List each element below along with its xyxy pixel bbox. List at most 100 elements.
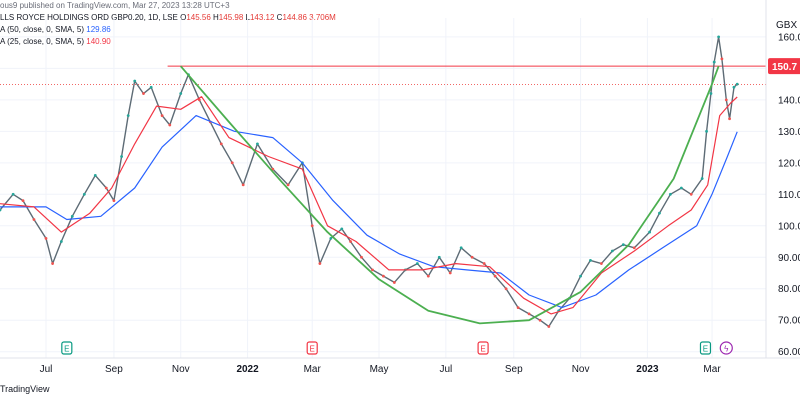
x-tick-label: Nov bbox=[172, 364, 190, 375]
tradingview-logo[interactable]: TradingView bbox=[0, 384, 50, 394]
price-point bbox=[610, 249, 614, 253]
chart-header: ous9 published on TradingView.com, Mar 2… bbox=[0, 0, 336, 48]
price-point bbox=[44, 236, 48, 240]
price-point bbox=[589, 259, 592, 262]
x-tick-label: Mar bbox=[703, 364, 721, 375]
x-tick-label: Sep bbox=[505, 364, 523, 375]
event-marker-label: E bbox=[703, 345, 708, 354]
x-tick-label: Mar bbox=[304, 364, 322, 375]
symbol-legend: LLS ROYCE HOLDINGS ORD GBP0.20, 1D, LSE … bbox=[0, 12, 336, 24]
price-point bbox=[720, 57, 724, 61]
open-label: O bbox=[180, 13, 187, 22]
x-tick-label: 2022 bbox=[236, 364, 259, 375]
price-point bbox=[340, 227, 344, 231]
price-point bbox=[527, 312, 531, 316]
price-point bbox=[104, 186, 108, 190]
price-point bbox=[241, 183, 245, 187]
price-point bbox=[547, 325, 551, 328]
price-point bbox=[160, 114, 164, 117]
price-line[interactable] bbox=[0, 36, 738, 328]
event-marker[interactable]: E bbox=[61, 341, 73, 355]
price-point bbox=[705, 129, 708, 133]
time-axis: Jul Sep Nov 2022 Mar May Jul Sep Nov 2023 Mar bbox=[0, 357, 800, 375]
price-point bbox=[0, 208, 2, 212]
earnings-icon bbox=[477, 341, 489, 355]
price-point bbox=[482, 262, 486, 265]
x-tick-label: May bbox=[370, 364, 389, 375]
price-point bbox=[371, 268, 374, 272]
price-point bbox=[426, 274, 430, 278]
price-point bbox=[230, 161, 234, 165]
price-point bbox=[632, 246, 636, 250]
price-point bbox=[310, 224, 314, 228]
cup-arc-line[interactable] bbox=[180, 65, 720, 325]
low-value: 143.12 bbox=[249, 13, 275, 22]
price-point bbox=[82, 192, 86, 196]
price-point bbox=[11, 192, 15, 196]
x-tick-label: Jul bbox=[439, 364, 452, 375]
currency-label: GBX bbox=[776, 20, 797, 31]
price-point bbox=[318, 262, 322, 265]
event-marker[interactable]: E bbox=[477, 341, 489, 355]
y-tick-label: 60.00 bbox=[778, 347, 800, 358]
price-point bbox=[504, 287, 508, 291]
price-axis: 60.00 70.00 80.00 90.00 100.00 110.00 120.00 13… bbox=[765, 0, 800, 358]
chart-lines bbox=[0, 35, 766, 328]
price-point bbox=[459, 246, 463, 250]
y-tick-label: 140.00 bbox=[778, 95, 800, 106]
price-point bbox=[120, 155, 123, 158]
sma25-line[interactable] bbox=[0, 96, 738, 315]
price-point bbox=[448, 271, 452, 275]
ma50-value: 129.86 bbox=[86, 25, 111, 34]
price-point bbox=[724, 98, 728, 102]
price-point bbox=[437, 255, 441, 259]
y-tick-label: 70.00 bbox=[778, 316, 800, 327]
price-point bbox=[689, 192, 693, 196]
price-point bbox=[712, 60, 716, 64]
event-marker-label: E bbox=[64, 345, 69, 354]
y-tick-label: 100.00 bbox=[778, 221, 800, 232]
y-tick-label: 120.00 bbox=[778, 158, 800, 169]
event-marker[interactable]: E bbox=[699, 341, 712, 355]
event-marker-label: E bbox=[480, 345, 485, 354]
publish-info: ous9 published on TradingView.com, Mar 2… bbox=[0, 1, 230, 10]
y-tick-label: 160.00 bbox=[778, 32, 800, 43]
price-point bbox=[728, 117, 731, 121]
price-point bbox=[669, 192, 672, 196]
price-point bbox=[658, 211, 661, 215]
price-point bbox=[600, 262, 603, 265]
ma50-legend[interactable]: A (50, close, 0, SMA, 5) 129.86 bbox=[0, 24, 336, 36]
x-tick-label: Sep bbox=[105, 364, 123, 375]
price-point bbox=[516, 306, 520, 310]
event-marker-label: E bbox=[310, 345, 315, 354]
price-point bbox=[732, 85, 736, 89]
x-tick-label: Jul bbox=[40, 364, 53, 375]
price-point bbox=[51, 262, 54, 265]
event-marker[interactable]: ϟ bbox=[719, 341, 733, 355]
price-point bbox=[70, 214, 74, 218]
price-point bbox=[219, 142, 223, 146]
flash-icon bbox=[719, 341, 733, 355]
ma25-legend[interactable]: A (25, close, 0, SMA, 5) 140.90 bbox=[0, 36, 336, 48]
high-value: 145.98 bbox=[218, 13, 244, 22]
price-point bbox=[93, 174, 97, 177]
price-point bbox=[735, 82, 739, 86]
x-tick-label: 2023 bbox=[636, 364, 659, 375]
open-value: 145.56 bbox=[186, 13, 211, 22]
price-point bbox=[329, 236, 333, 240]
y-tick-label: 130.00 bbox=[778, 127, 800, 138]
sma50-line[interactable] bbox=[0, 115, 738, 309]
event-marker-label: ϟ bbox=[724, 345, 729, 354]
y-tick-label: 80.00 bbox=[778, 284, 800, 295]
price-point bbox=[415, 262, 419, 265]
price-point bbox=[579, 274, 582, 278]
close-value: 144.86 bbox=[282, 13, 307, 22]
symbol-title[interactable]: LLS ROYCE HOLDINGS ORD GBP0.20, 1D, LSE bbox=[0, 13, 178, 22]
close-label: C bbox=[276, 13, 283, 22]
price-point bbox=[717, 35, 721, 39]
event-marker[interactable]: E bbox=[306, 341, 318, 355]
price-point bbox=[382, 274, 385, 278]
price-point bbox=[470, 255, 474, 259]
